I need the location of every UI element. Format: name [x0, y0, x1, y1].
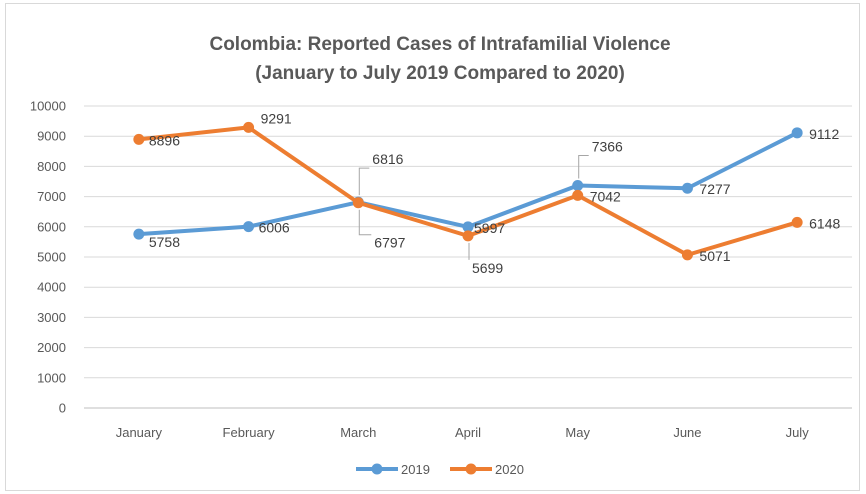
data-point-2020 — [791, 216, 803, 228]
data-label: 8896 — [149, 132, 180, 148]
x-tick-label: June — [673, 425, 701, 440]
x-tick-label: March — [340, 425, 376, 440]
y-tick-label: 3000 — [37, 310, 66, 325]
data-label: 6816 — [372, 151, 403, 167]
legend-marker-2020 — [465, 463, 477, 475]
data-label: 5758 — [149, 234, 180, 250]
x-tick-label: April — [455, 425, 481, 440]
data-label: 9291 — [261, 110, 292, 126]
x-axis: January February March April May June July — [116, 425, 809, 440]
x-tick-label: May — [565, 425, 590, 440]
data-label: 7277 — [699, 181, 730, 197]
y-tick-label: 0 — [59, 401, 66, 416]
data-label: 7366 — [592, 139, 623, 155]
y-tick-label: 5000 — [37, 250, 66, 265]
x-tick-label: February — [223, 425, 276, 440]
series-group — [133, 121, 803, 261]
y-tick-label: 7000 — [37, 189, 66, 204]
data-point-2020 — [572, 189, 584, 201]
data-label: 5071 — [699, 248, 730, 264]
chart-title: Colombia: Reported Cases of Intrafamilia… — [209, 34, 670, 55]
data-point-2020 — [243, 121, 255, 133]
data-labels: 5758 6006 6816 5997 7366 7277 9112 8896 9291 6797… — [149, 110, 841, 275]
data-label: 7042 — [590, 188, 621, 204]
x-tick-label: July — [786, 425, 810, 440]
data-point-2020 — [462, 230, 474, 242]
data-point-2019 — [791, 127, 803, 139]
y-tick-label: 1000 — [37, 370, 66, 385]
leader-line — [578, 155, 589, 179]
data-point-2019 — [572, 180, 584, 192]
gridlines — [84, 105, 852, 409]
y-tick-label: 4000 — [37, 280, 66, 295]
data-label: 5997 — [474, 220, 505, 236]
legend-marker-2019 — [371, 463, 383, 475]
y-tick-label: 9000 — [37, 129, 66, 144]
data-point-2019 — [133, 228, 145, 240]
data-point-2020 — [133, 133, 145, 145]
data-label: 6006 — [259, 220, 290, 236]
legend-label: 2019 — [401, 462, 430, 477]
series-line-2019 — [136, 130, 800, 237]
data-label: 6148 — [809, 215, 840, 231]
y-tick-label: 6000 — [37, 219, 66, 234]
data-point-2020 — [352, 197, 364, 209]
data-point-2020 — [681, 249, 693, 261]
data-label: 5699 — [472, 260, 503, 276]
data-point-2019 — [681, 182, 693, 194]
y-axis: 0 1000 2000 3000 4000 5000 6000 7000 8000 9000 100… — [30, 99, 66, 416]
y-tick-label: 10000 — [30, 99, 66, 114]
chart-subtitle: (January to July 2019 Compared to 2020) — [255, 63, 625, 84]
data-point-2019 — [462, 221, 474, 233]
data-label: 6797 — [374, 235, 405, 251]
data-label: 9112 — [809, 126, 839, 142]
y-tick-label: 8000 — [37, 159, 66, 174]
leader-line — [358, 209, 372, 236]
data-point-2019 — [243, 221, 255, 233]
legend-label: 2020 — [495, 462, 524, 477]
leader-line — [358, 167, 370, 196]
x-tick-label: January — [116, 425, 163, 440]
y-tick-label: 2000 — [37, 340, 66, 355]
legend: 2019 2020 — [356, 462, 524, 477]
